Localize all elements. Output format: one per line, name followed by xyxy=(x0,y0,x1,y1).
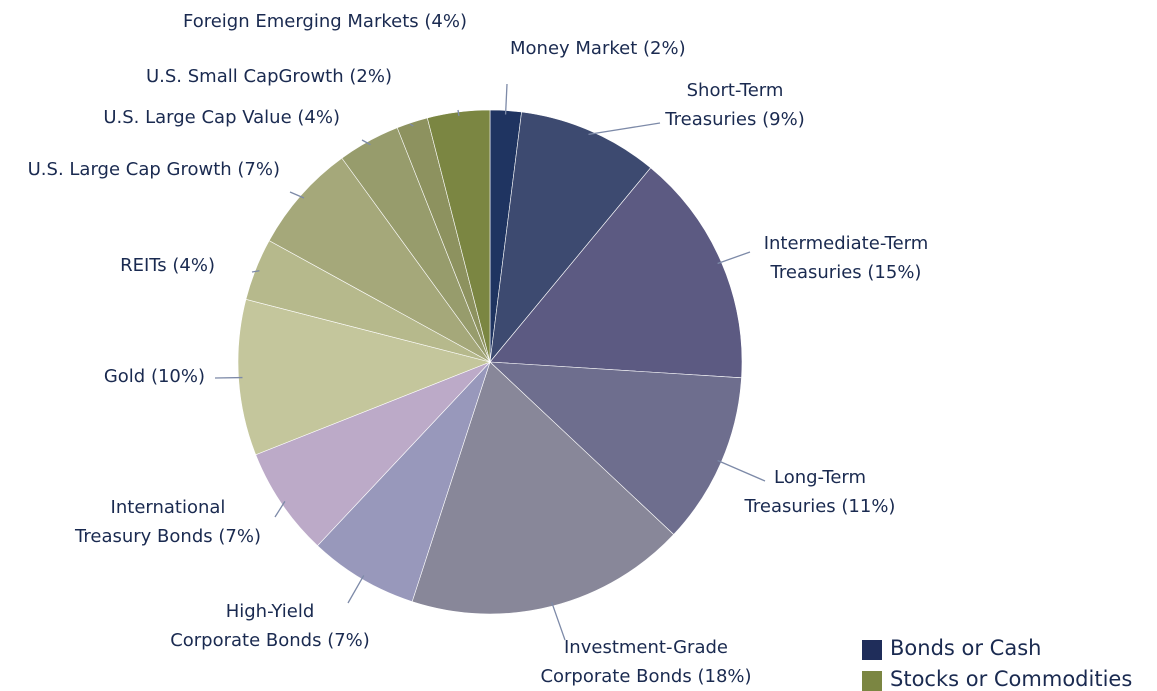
slice-name: Money Market xyxy=(510,38,638,59)
pie-slice xyxy=(268,157,491,363)
slice-name: REITs xyxy=(120,255,167,276)
slice-percent: (18%) xyxy=(697,666,752,687)
slice-name: Short-Term Treasuries xyxy=(665,80,784,130)
slice-percent: (4%) xyxy=(172,255,215,276)
slice-label: Intermediate-Term Treasuries (15%) xyxy=(686,229,1006,287)
leader-line xyxy=(551,601,566,641)
slice-name: U.S. Small CapGrowth xyxy=(145,66,344,87)
leader-line xyxy=(251,270,260,273)
slice-percent: (2%) xyxy=(349,66,392,87)
slice-label: Long-Term Treasuries (11%) xyxy=(660,463,980,521)
slice-name: Foreign Emerging Markets xyxy=(182,11,419,32)
slice-percent: (4%) xyxy=(297,107,340,128)
pie-slice xyxy=(489,111,652,363)
leader-line xyxy=(588,122,661,136)
leader-line xyxy=(717,251,751,265)
slice-label: Gold (10%) xyxy=(104,362,205,391)
leader-line xyxy=(274,501,286,518)
slice-label: Foreign Emerging Markets (4%) xyxy=(183,7,467,36)
slice-label: Money Market (2%) xyxy=(510,34,686,63)
slice-percent: (7%) xyxy=(218,526,261,547)
slice-label: Investment-Grade Corporate Bonds (18%) xyxy=(486,633,806,691)
leader-line xyxy=(347,575,365,604)
leader-line xyxy=(409,123,414,127)
slice-label: Short-Term Treasuries (9%) xyxy=(575,76,895,134)
slice-name: Intermediate-Term Treasuries xyxy=(763,233,929,283)
slice-label: U.S. Small CapGrowth (2%) xyxy=(146,62,392,91)
slice-label: U.S. Large Cap Growth (7%) xyxy=(28,155,280,184)
slice-percent: (9%) xyxy=(762,109,805,130)
legend-text: Bonds or Cash xyxy=(890,636,1042,660)
slice-percent: (11%) xyxy=(841,496,896,517)
slice-name: U.S. Large Cap Growth xyxy=(27,159,232,180)
slice-percent: (15%) xyxy=(867,262,922,283)
pie-slice xyxy=(255,361,491,547)
slice-percent: (2%) xyxy=(643,38,686,59)
leader-line xyxy=(289,191,305,199)
slice-label: International Treasury Bonds (7%) xyxy=(8,493,328,551)
slice-name: High-Yield Corporate Bonds xyxy=(170,601,322,651)
slice-name: Long-Term Treasuries xyxy=(744,467,867,517)
slice-name: Gold xyxy=(103,366,146,387)
slice-percent: (4%) xyxy=(424,11,467,32)
slice-label: REITs (4%) xyxy=(120,251,215,280)
leader-line xyxy=(717,459,766,482)
slice-name: Investment-Grade Corporate Bonds xyxy=(540,637,728,687)
slice-percent: (7%) xyxy=(327,630,370,651)
legend-swatch xyxy=(862,671,882,691)
leader-line xyxy=(457,109,460,117)
slice-label: High-Yield Corporate Bonds (7%) xyxy=(110,597,430,655)
legend-text: Stocks or Commodities xyxy=(890,667,1133,691)
slice-percent: (10%) xyxy=(150,366,205,387)
legend-label: Bonds or Cash xyxy=(890,636,1041,660)
slice-name: International Treasury Bonds xyxy=(75,497,226,547)
legend-label: Stocks or Commodities xyxy=(890,667,1132,691)
slice-percent: (7%) xyxy=(237,159,280,180)
leader-line xyxy=(361,139,371,146)
slice-name: U.S. Large Cap Value xyxy=(103,107,292,128)
legend-swatch xyxy=(862,640,882,660)
slice-label: U.S. Large Cap Value (4%) xyxy=(103,103,340,132)
leader-line xyxy=(504,83,508,115)
